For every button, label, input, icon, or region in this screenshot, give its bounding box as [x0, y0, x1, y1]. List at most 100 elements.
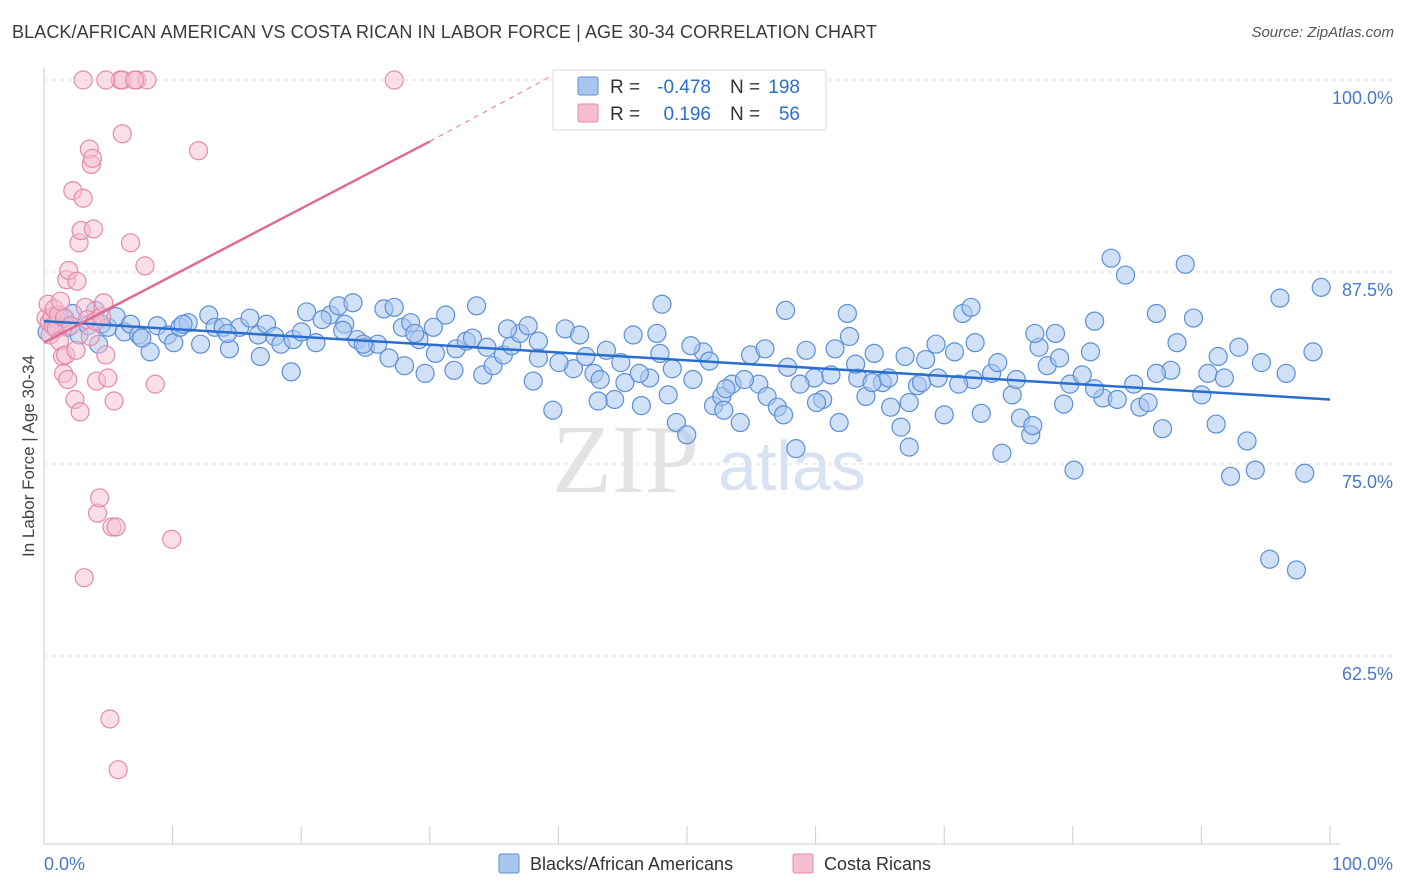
point-blacks-135	[1198, 363, 1218, 383]
point-blacks-180	[497, 319, 518, 339]
point-blacks-131	[1167, 333, 1187, 353]
point-blacks-152	[405, 323, 425, 344]
trend-line-costa-ricans-extension	[429, 71, 559, 142]
point-blacks-153	[467, 296, 487, 316]
point-blacks-138	[1220, 466, 1241, 486]
point-costa-ricans-47	[106, 517, 126, 537]
point-blacks-182	[549, 353, 569, 373]
point-blacks-145	[1276, 363, 1296, 383]
point-blacks-73	[677, 425, 697, 445]
point-blacks-205	[965, 333, 985, 353]
point-blacks-127	[1138, 392, 1158, 413]
point-blacks-125	[1124, 374, 1144, 394]
point-blacks-185	[611, 353, 631, 373]
point-costa-ricans-34	[83, 219, 104, 239]
trend-line-costa-ricans	[43, 140, 431, 344]
legend-top: R = -0.478 N = 198 R = 0.196 N = 56	[552, 69, 827, 131]
legend-r-label-1: R =	[610, 77, 640, 98]
point-blacks-187	[647, 323, 667, 344]
point-blacks-151	[343, 293, 363, 313]
point-costa-ricans-59	[145, 374, 165, 394]
point-blacks-176	[394, 356, 415, 376]
point-blacks-27	[240, 308, 260, 328]
point-blacks-122	[1101, 248, 1121, 268]
point-costa-ricans-45	[104, 391, 124, 411]
point-blacks-196	[806, 392, 827, 413]
point-blacks-65	[605, 389, 625, 410]
point-blacks-96	[881, 397, 901, 417]
point-blacks-206	[988, 353, 1008, 373]
point-blacks-91	[839, 326, 860, 347]
trend-lines	[43, 71, 1331, 401]
legend-swatch-blue	[577, 76, 599, 96]
point-blacks-164	[1146, 363, 1167, 383]
legend-n-value-2: 56	[779, 104, 800, 125]
point-blacks-170	[250, 346, 270, 367]
legend-bottom: Blacks/African Americans Costa Ricans	[498, 853, 931, 874]
x-tick-label-max: 100.0%	[1332, 854, 1393, 874]
point-blacks-108	[992, 443, 1012, 463]
point-blacks-137	[1214, 368, 1234, 388]
point-blacks-124	[1115, 265, 1136, 285]
point-blacks-160	[899, 392, 919, 413]
point-blacks-178	[444, 360, 464, 380]
point-blacks-98	[899, 437, 919, 457]
point-blacks-85	[786, 439, 806, 459]
y-tick-label-0: 62.5%	[1342, 664, 1393, 684]
y-tick-labels: 62.5% 75.0% 87.5% 100.0%	[1332, 88, 1393, 684]
y-axis-label: In Labor Force | Age 30-34	[19, 355, 38, 557]
point-blacks-118	[1072, 365, 1092, 385]
point-blacks-72	[666, 412, 687, 433]
point-costa-ricans-33	[82, 148, 103, 168]
point-blacks-203	[928, 368, 948, 388]
point-costa-ricans-50	[73, 70, 93, 90]
point-blacks-163	[1084, 379, 1105, 399]
point-blacks-59	[543, 400, 563, 420]
series-costa-ricans-points	[36, 70, 404, 780]
point-blacks-189	[681, 336, 701, 356]
point-blacks-90	[829, 412, 849, 433]
chart-title: BLACK/AFRICAN AMERICAN VS COSTA RICAN IN…	[12, 22, 878, 42]
legend-swatch-pink	[577, 103, 599, 123]
point-blacks-21	[190, 334, 211, 354]
point-blacks-157	[714, 400, 734, 420]
point-blacks-149	[1311, 277, 1331, 297]
source-attribution: Source: ZipAtlas.com	[1251, 24, 1394, 41]
point-blacks-147	[1295, 463, 1315, 483]
point-blacks-62	[576, 346, 596, 367]
legend-r-label-2: R =	[610, 104, 640, 125]
y-tick-label-2: 87.5%	[1342, 280, 1393, 300]
point-blacks-67	[623, 325, 643, 345]
watermark-atlas: atlas	[718, 427, 866, 505]
legend-n-label-1: N =	[730, 77, 760, 98]
point-costa-ricans-42	[98, 368, 118, 388]
point-blacks-167	[132, 328, 152, 348]
point-costa-ricans-60	[162, 529, 182, 549]
legend-n-label-2: N =	[730, 104, 760, 125]
point-blacks-204	[949, 374, 969, 394]
point-blacks-144	[1270, 288, 1290, 308]
point-costa-ricans-22	[67, 271, 87, 291]
point-blacks-97	[891, 417, 911, 437]
point-blacks-133	[1183, 308, 1204, 328]
point-blacks-186	[629, 363, 649, 383]
point-blacks-106	[971, 403, 991, 423]
point-blacks-102	[934, 405, 954, 425]
point-blacks-184	[588, 391, 608, 411]
point-blacks-48	[436, 305, 456, 325]
point-blacks-183	[569, 325, 590, 345]
point-blacks-103	[944, 342, 965, 362]
point-blacks-199	[862, 372, 882, 393]
point-costa-ricans-26	[73, 188, 93, 208]
point-blacks-46	[415, 363, 435, 383]
point-blacks-202	[911, 372, 932, 393]
legend-bottom-swatch-blue	[498, 853, 520, 874]
point-blacks-128	[1146, 303, 1167, 324]
point-blacks-150	[281, 362, 301, 382]
point-costa-ricans-61	[188, 141, 209, 161]
point-blacks-193	[755, 339, 775, 359]
y-tick-label-1: 75.0%	[1342, 472, 1393, 492]
point-costa-ricans-54	[125, 70, 145, 90]
point-blacks-143	[1260, 549, 1280, 569]
legend-n-value-1: 198	[768, 77, 800, 98]
